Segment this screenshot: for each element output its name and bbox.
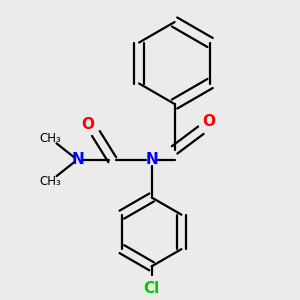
Text: Cl: Cl (143, 281, 160, 296)
Text: N: N (145, 152, 158, 167)
Text: CH₃: CH₃ (39, 175, 61, 188)
Text: O: O (81, 117, 94, 132)
Text: N: N (71, 152, 84, 167)
Text: CH₃: CH₃ (39, 132, 61, 145)
Text: O: O (202, 114, 215, 129)
